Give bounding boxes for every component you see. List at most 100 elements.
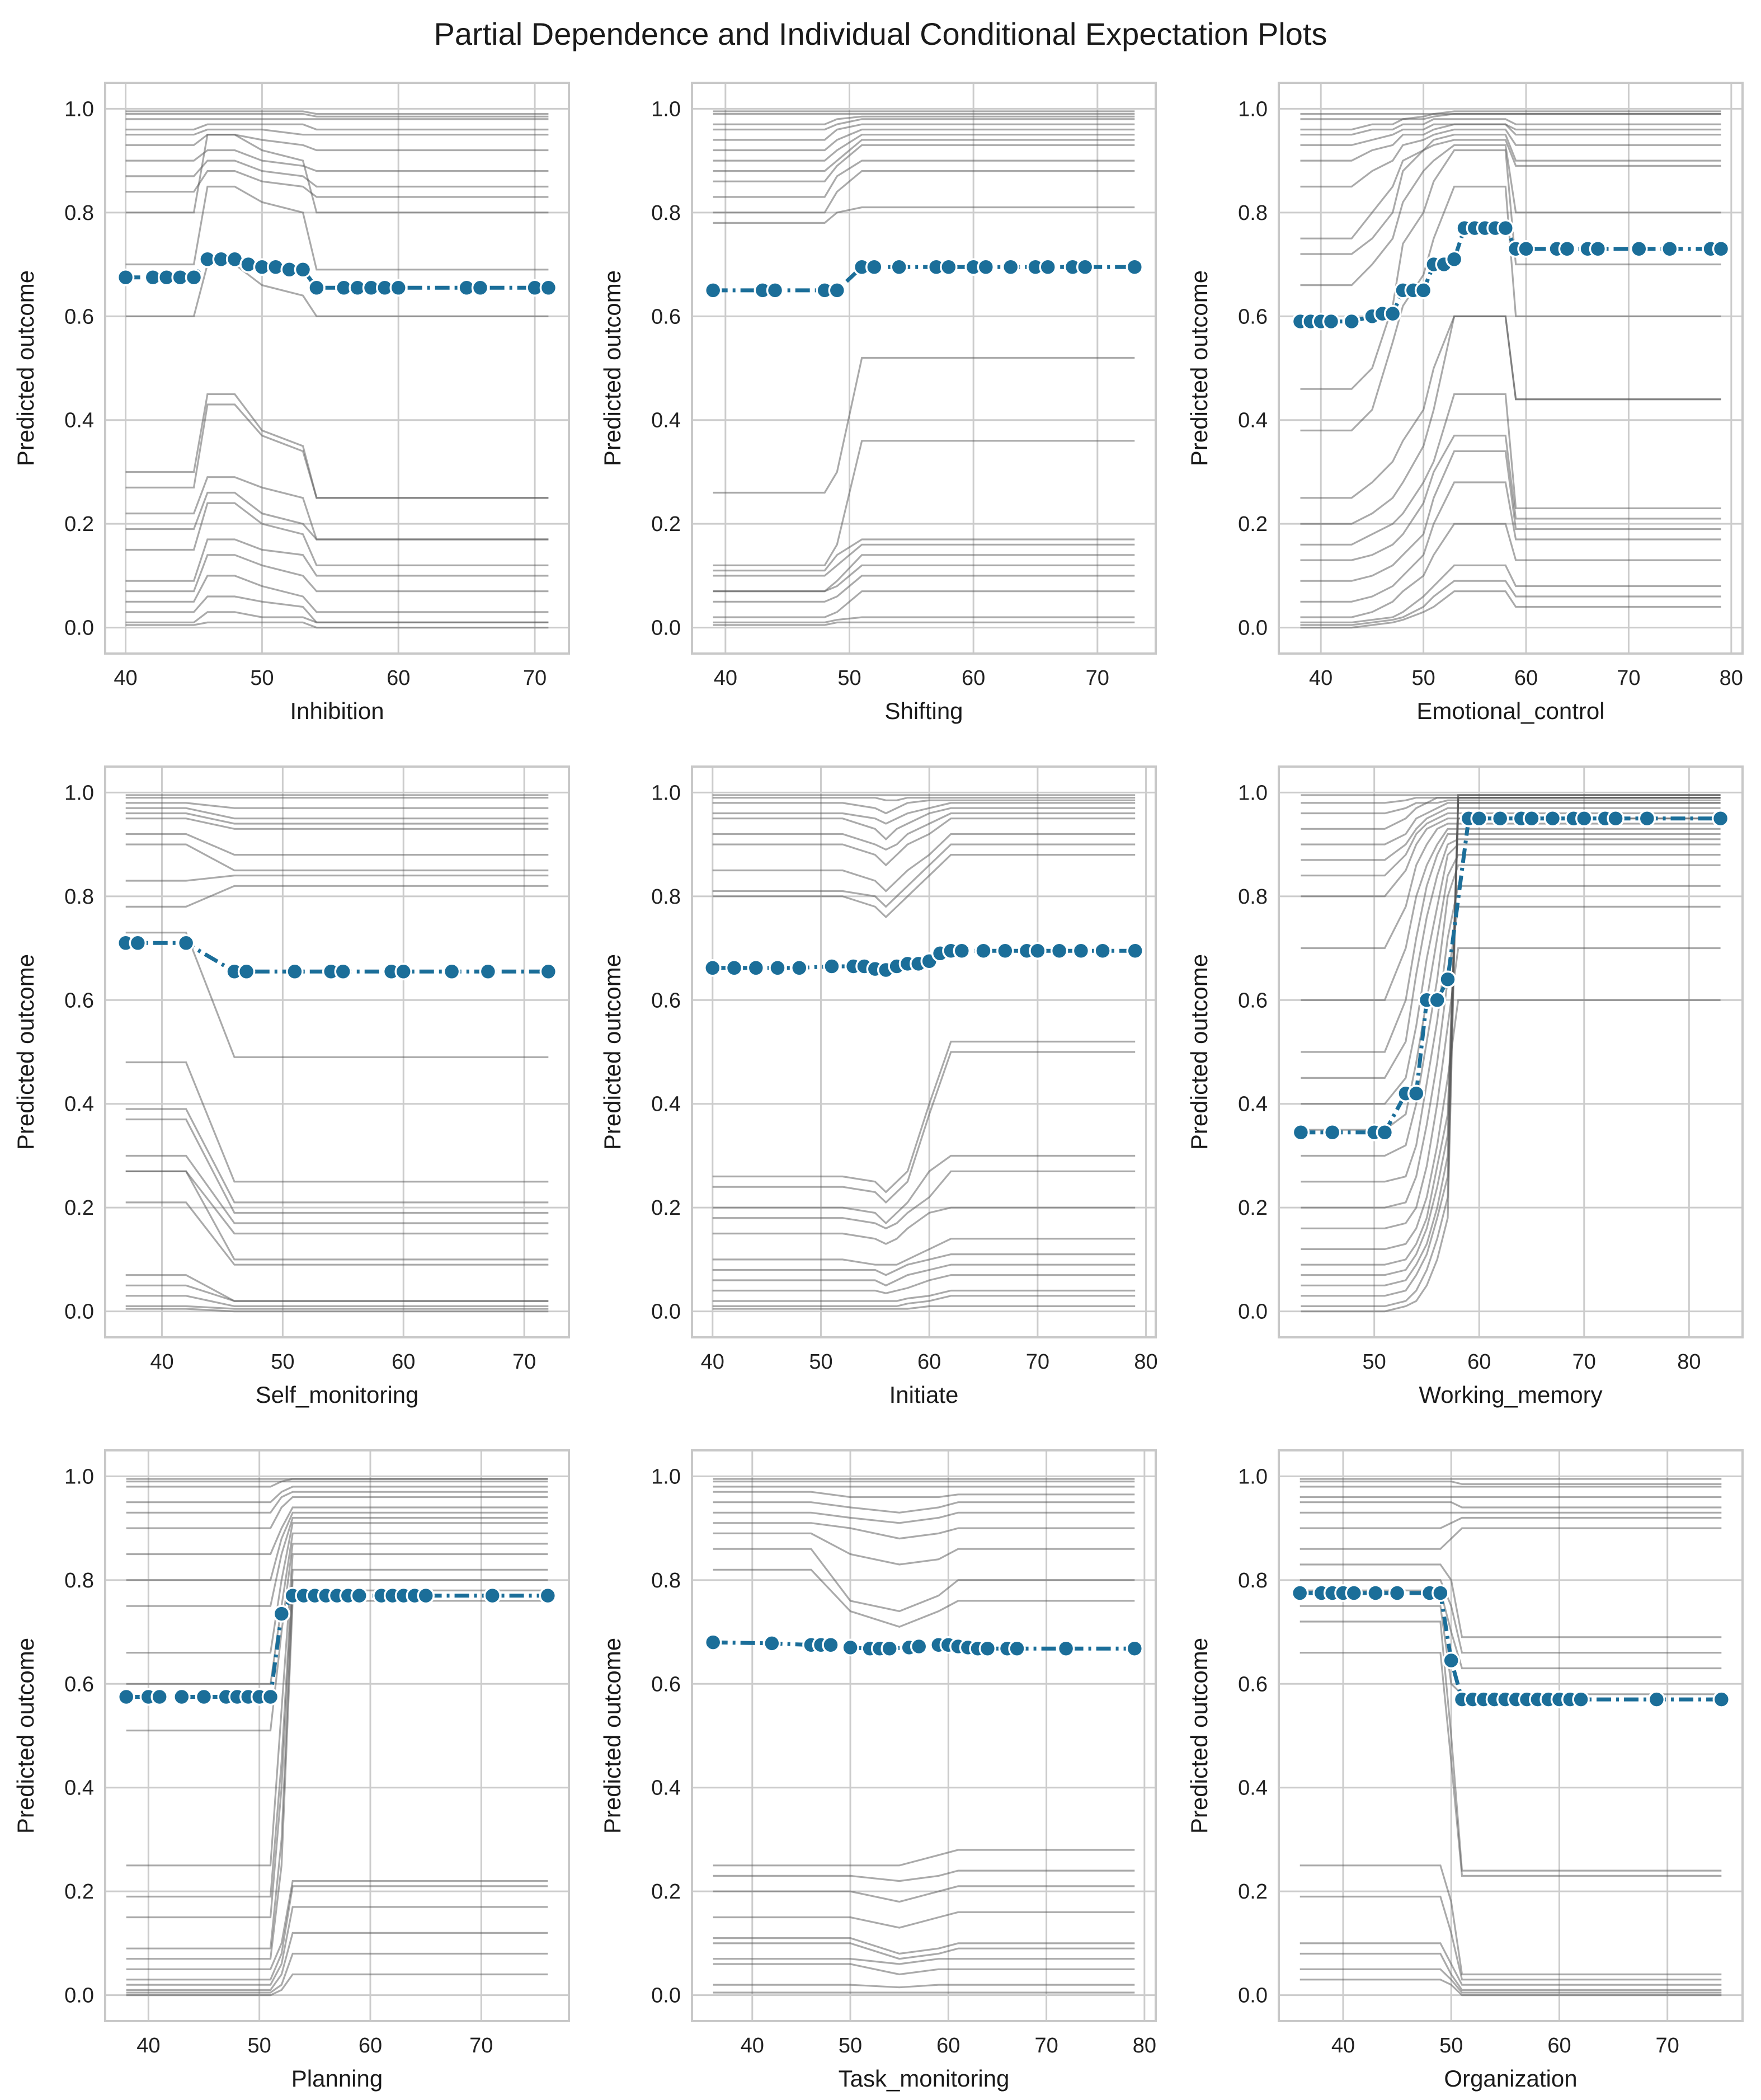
- ice-line: [1300, 580, 1721, 626]
- y-tick-label: 0.4: [651, 1777, 681, 1800]
- ice-line: [1299, 1968, 1722, 1994]
- x-tick-label: 50: [1363, 1350, 1386, 1374]
- y-axis-label: Predicted outcome: [1186, 954, 1212, 1150]
- ice-line: [713, 1568, 1135, 1628]
- x-axis-label: Initiate: [889, 1382, 959, 1408]
- ice-line: [1300, 590, 1721, 629]
- ice-line: [125, 1061, 549, 1183]
- y-tick-label: 1.0: [1238, 1465, 1268, 1488]
- ice-line: [713, 590, 1135, 618]
- pd-marker: [1607, 809, 1625, 828]
- plot-area: [692, 1450, 1156, 2021]
- y-tick-label: 0.2: [64, 1880, 94, 1904]
- ice-line: [713, 543, 1135, 577]
- ice-line: [126, 1481, 548, 1488]
- y-tick-label: 0.4: [1238, 409, 1268, 433]
- y-tick-label: 0.8: [1238, 885, 1268, 909]
- pd-marker: [394, 962, 412, 981]
- y-tick-label: 0.0: [1238, 1984, 1268, 2008]
- pd-marker: [539, 279, 558, 297]
- pd-marker: [117, 1688, 135, 1706]
- pd-marker: [725, 959, 743, 977]
- ice-line: [1299, 1895, 1722, 1981]
- ice-line: [1301, 999, 1721, 1250]
- pd-marker: [334, 962, 352, 981]
- ice-line: [713, 1522, 1135, 1540]
- pd-marker: [1414, 281, 1433, 299]
- ice-line: [125, 134, 549, 214]
- ice-line: [712, 853, 1136, 919]
- pd-marker: [953, 942, 971, 960]
- pd-marker: [890, 258, 908, 276]
- pd-marker: [173, 1688, 191, 1706]
- x-tick-label: 60: [962, 666, 985, 690]
- pd-marker: [1543, 809, 1562, 828]
- plot-frame: [1278, 82, 1744, 655]
- ice-line: [712, 1289, 1136, 1302]
- y-tick-label: 1.0: [1238, 97, 1268, 121]
- ice-line: [712, 818, 1136, 867]
- y-tick-label: 0.8: [651, 1569, 681, 1592]
- plot-data: [704, 1478, 1144, 1994]
- ice-line: [713, 564, 1135, 593]
- pd-marker: [1470, 809, 1488, 828]
- y-tick-label: 0.4: [1238, 1777, 1268, 1800]
- ice-line: [1299, 1864, 1722, 1976]
- x-tick-label: 70: [1086, 666, 1109, 690]
- pd-marker: [822, 1636, 840, 1654]
- x-tick-label: 60: [936, 2034, 960, 2057]
- figure-title: Partial Dependence and Individual Condit…: [434, 16, 1327, 51]
- pd-marker: [1428, 991, 1446, 1009]
- pd-marker: [1008, 1639, 1026, 1657]
- x-tick-label: 50: [837, 666, 861, 690]
- y-tick-label: 0.4: [64, 1093, 94, 1116]
- pd-marker: [1057, 1639, 1075, 1657]
- pd-marker: [704, 1633, 722, 1651]
- y-tick-label: 0.2: [651, 1196, 681, 1220]
- y-tick-label: 0.4: [651, 409, 681, 433]
- ice-line: [126, 1486, 548, 1504]
- ice-line: [713, 538, 1135, 572]
- plot-data: [704, 110, 1144, 626]
- pd-marker: [1291, 1584, 1309, 1602]
- plot-area: [1279, 83, 1743, 654]
- y-tick-label: 0.6: [651, 305, 681, 328]
- plot-frame: [104, 82, 570, 655]
- y-axis-label: Predicted outcome: [12, 1638, 39, 1834]
- pd-marker: [1050, 942, 1068, 960]
- y-tick-label: 0.8: [64, 1569, 94, 1592]
- ice-line: [712, 799, 1136, 815]
- pd-marker: [294, 261, 312, 279]
- pd-marker: [974, 942, 992, 960]
- y-tick-label: 0.2: [651, 513, 681, 536]
- pd-marker: [185, 268, 203, 286]
- ice-line: [712, 1206, 1136, 1245]
- ice-line: [713, 170, 1135, 214]
- pd-marker: [308, 279, 326, 297]
- ice-line: [713, 128, 1135, 152]
- pd-marker: [704, 959, 722, 977]
- y-axis-label: Predicted outcome: [12, 270, 39, 466]
- plot-area: [1279, 1450, 1743, 2021]
- y-tick-label: 0.6: [651, 1673, 681, 1696]
- ice-line: [125, 1284, 549, 1302]
- ice-line: [713, 118, 1135, 131]
- pd-marker: [1712, 1690, 1731, 1708]
- y-tick-label: 0.4: [64, 1777, 94, 1800]
- ice-line: [126, 1880, 548, 1970]
- pd-marker: [272, 1605, 291, 1623]
- ice-line: [712, 1154, 1136, 1225]
- ice-line: [125, 818, 549, 830]
- ice-line: [125, 1108, 549, 1204]
- pd-marker: [1323, 1123, 1341, 1141]
- plot-frame: [691, 765, 1157, 1338]
- pd-marker: [823, 957, 841, 975]
- x-tick-label: 40: [114, 666, 137, 690]
- ice-line: [1301, 843, 1721, 1105]
- x-tick-label: 50: [250, 666, 274, 690]
- x-tick-label: 40: [701, 1350, 724, 1374]
- y-tick-label: 1.0: [64, 97, 94, 121]
- pd-marker: [1001, 258, 1020, 276]
- plot-data: [1291, 1478, 1731, 1996]
